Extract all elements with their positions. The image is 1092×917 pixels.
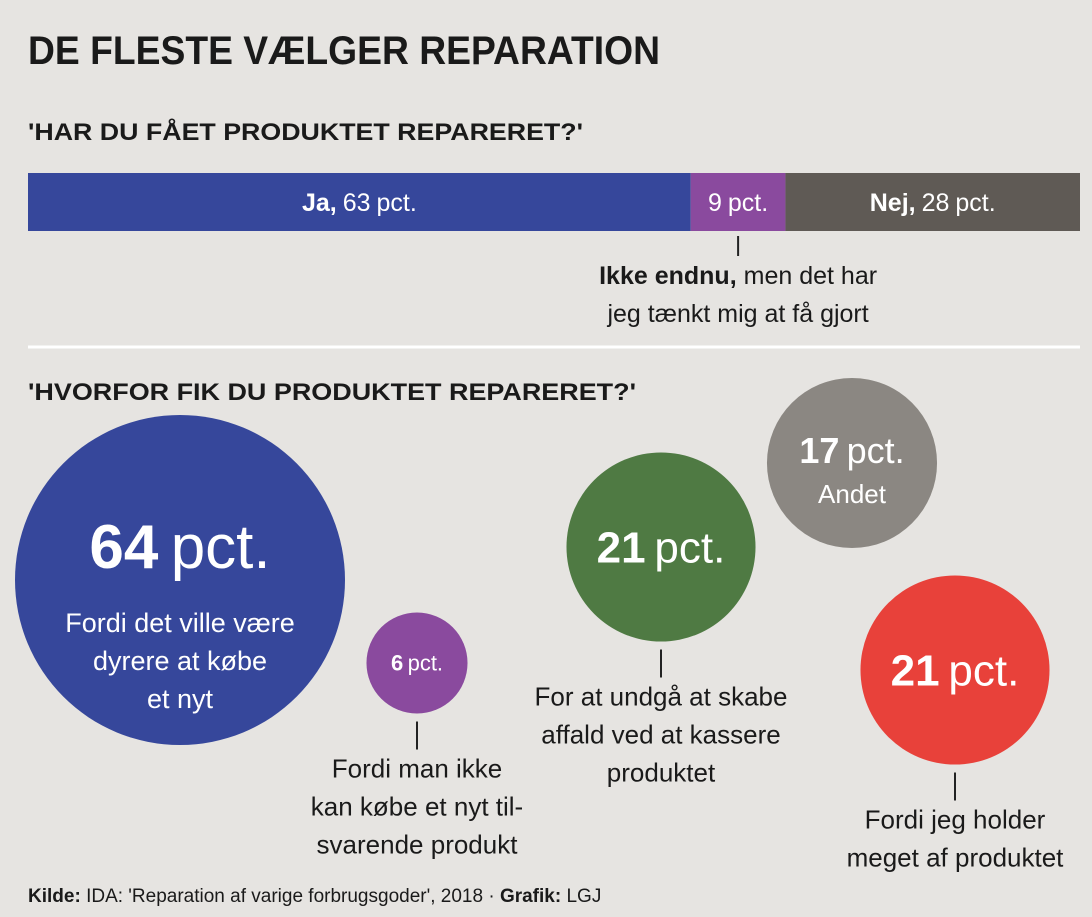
category: Ikke endnu, [599, 262, 737, 290]
main-title: DE FLESTE VÆLGER REPARATION [28, 29, 660, 73]
bar-label: 9 pct. [708, 189, 768, 217]
value: 28 [922, 189, 950, 217]
category: Nej, [870, 189, 916, 217]
bubble-value: 17 pct. [799, 430, 904, 471]
bubble-label: Fordi man ikke [332, 754, 503, 784]
bubble [15, 415, 345, 745]
unit: pct. [171, 513, 271, 582]
unit: pct. [955, 189, 995, 217]
annotation-text: men det har [744, 262, 877, 290]
value: 63 [343, 189, 371, 217]
bar-label: Ja, 63 pct. [302, 189, 417, 217]
bubble [566, 452, 756, 642]
bubble-label: svarende produkt [317, 830, 519, 860]
unit: pct. [948, 646, 1019, 695]
credit-label: Grafik: [500, 886, 561, 907]
category: Ja, [302, 189, 337, 217]
bubble-label: Fordi det ville være [65, 608, 295, 638]
bubble [860, 575, 1050, 765]
bubble-label: Andet [818, 479, 887, 509]
bar-segment [785, 173, 1080, 231]
bubble-label: For at undgå at skabe [535, 682, 788, 712]
unit: pct. [408, 651, 443, 676]
bubble-label: Fordi jeg holder [865, 805, 1046, 835]
bubble-label: meget af produktet [847, 843, 1065, 873]
source-text: IDA: 'Reparation af varige forbrugsgoder… [86, 886, 495, 907]
annotation: jeg tænkt mig at få gjort [606, 300, 868, 328]
source: Kilde: IDA: 'Reparation af varige forbru… [28, 886, 601, 907]
bubble-label: et nyt [147, 684, 214, 714]
unit: pct. [654, 523, 725, 572]
credit: LGJ [566, 886, 601, 907]
chart-title: 'HVORFOR FIK DU PRODUKTET REPARERET?' [28, 379, 636, 406]
unit: pct. [728, 189, 768, 217]
bubble-label: affald ved at kassere [541, 720, 780, 750]
annotation-text: jeg tænkt mig at få gjort [606, 300, 868, 328]
unit: pct. [377, 189, 417, 217]
bar-label: Nej, 28 pct. [870, 189, 996, 217]
bubble [766, 377, 938, 549]
bubble-label: kan købe et nyt til- [311, 792, 523, 822]
bar-segment [690, 173, 786, 231]
bubble-value: 64 pct. [89, 513, 270, 582]
unit: pct. [847, 430, 905, 471]
value: 9 [708, 189, 722, 217]
chart-title: 'HAR DU FÅET PRODUKTET REPARERET?' [28, 118, 583, 146]
value: 6 [391, 651, 403, 676]
value: 17 [799, 430, 839, 471]
bubble-label: dyrere at købe [93, 646, 267, 676]
bubble-value: 21 pct. [891, 646, 1020, 695]
bubble-label: produktet [607, 758, 716, 788]
bubble-value: 6 pct. [391, 651, 443, 676]
source-label: Kilde: [28, 886, 81, 907]
bar-segment [28, 173, 691, 231]
bubble [366, 612, 468, 714]
value: 21 [891, 646, 940, 695]
value: 21 [597, 523, 646, 572]
value: 64 [89, 513, 158, 582]
bubble-value: 21 pct. [597, 523, 726, 572]
annotation: Ikke endnu, men det har [599, 262, 877, 290]
